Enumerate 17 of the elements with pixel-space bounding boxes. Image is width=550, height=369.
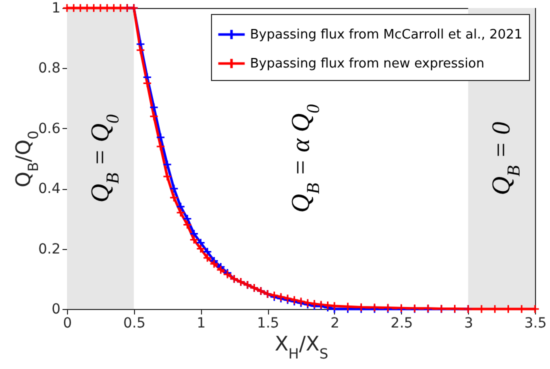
x-tick-label: 0 <box>63 316 72 332</box>
x-tick-label: 3.5 <box>524 316 547 332</box>
y-tick-label: 0 <box>52 302 60 318</box>
y-tick-label: 0.4 <box>38 181 61 198</box>
legend-label: Bypassing flux from new expression <box>250 56 484 72</box>
y-tick-label: 0.6 <box>38 120 61 137</box>
x-tick-label: 0.5 <box>123 316 146 332</box>
y-tick-label: 0.8 <box>38 60 60 77</box>
legend-label: Bypassing flux from McCarroll et al., 2021 <box>250 28 522 42</box>
x-axis-title: X$_{H}$/X$_{S}$ <box>274 332 328 362</box>
x-tick-label: 2 <box>330 316 340 332</box>
x-tick-label: 3 <box>464 316 474 332</box>
x-tick-label: 2.5 <box>390 316 413 332</box>
x-tick-label: 1.5 <box>256 316 280 332</box>
y-tick-label: 0.2 <box>38 241 60 258</box>
x-tick-label: 1 <box>196 316 206 332</box>
y-tick-label: 1 <box>52 0 60 16</box>
